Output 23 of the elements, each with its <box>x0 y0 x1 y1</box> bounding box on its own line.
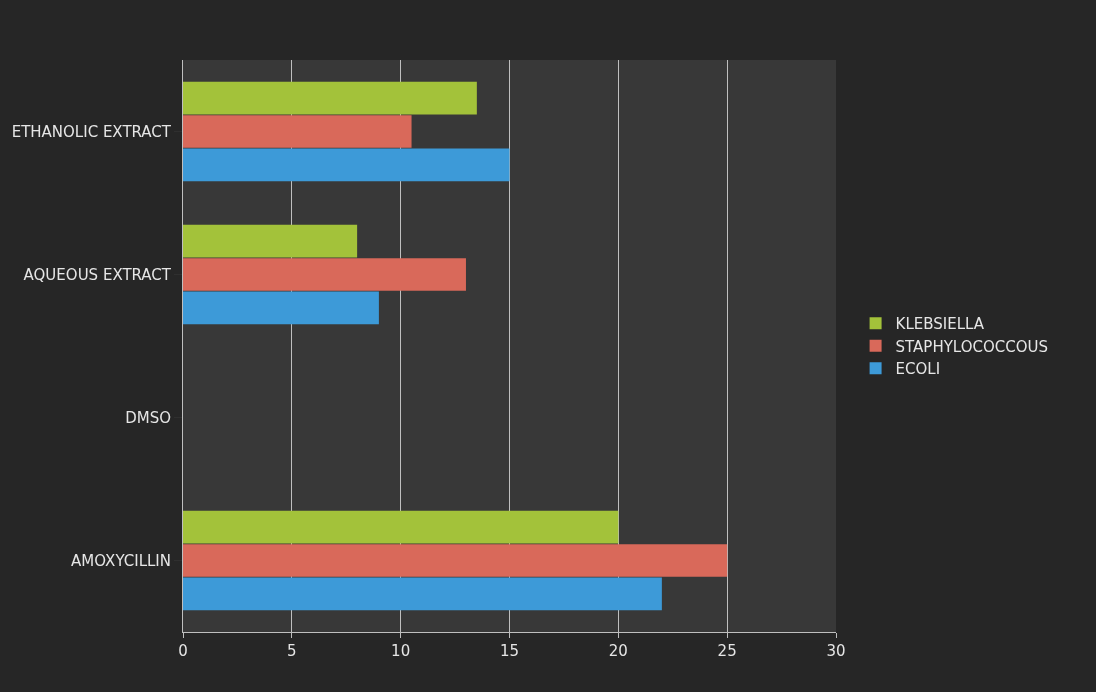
x-tick-label: 20 <box>608 642 628 660</box>
legend-label: STAPHYLOCOCCOUS <box>895 337 1049 356</box>
bar <box>183 148 510 182</box>
x-tick-label: 25 <box>717 642 737 660</box>
legend-label: ECOLI <box>895 360 941 379</box>
y-tick-label: DMSO <box>125 408 171 427</box>
bar <box>183 224 358 258</box>
x-tick-label: 0 <box>178 642 188 660</box>
bar <box>183 81 477 115</box>
legend-label: KLEBSIELLA <box>895 315 985 334</box>
bar <box>183 577 662 611</box>
y-tick-label: AMOXYCILLIN <box>71 551 171 570</box>
x-tick-label: 15 <box>499 642 520 660</box>
x-tick-label: 30 <box>826 642 846 660</box>
y-tick-label: AQUEOUS EXTRACT <box>23 265 172 284</box>
bar <box>183 544 728 577</box>
bar <box>183 291 379 325</box>
bar <box>183 115 412 148</box>
x-tick-label: 10 <box>391 642 411 660</box>
bar <box>183 510 619 544</box>
x-tick-label: 5 <box>287 642 297 660</box>
y-tick-label: ETHANOLIC EXTRACT <box>11 122 172 141</box>
bar <box>183 258 466 291</box>
